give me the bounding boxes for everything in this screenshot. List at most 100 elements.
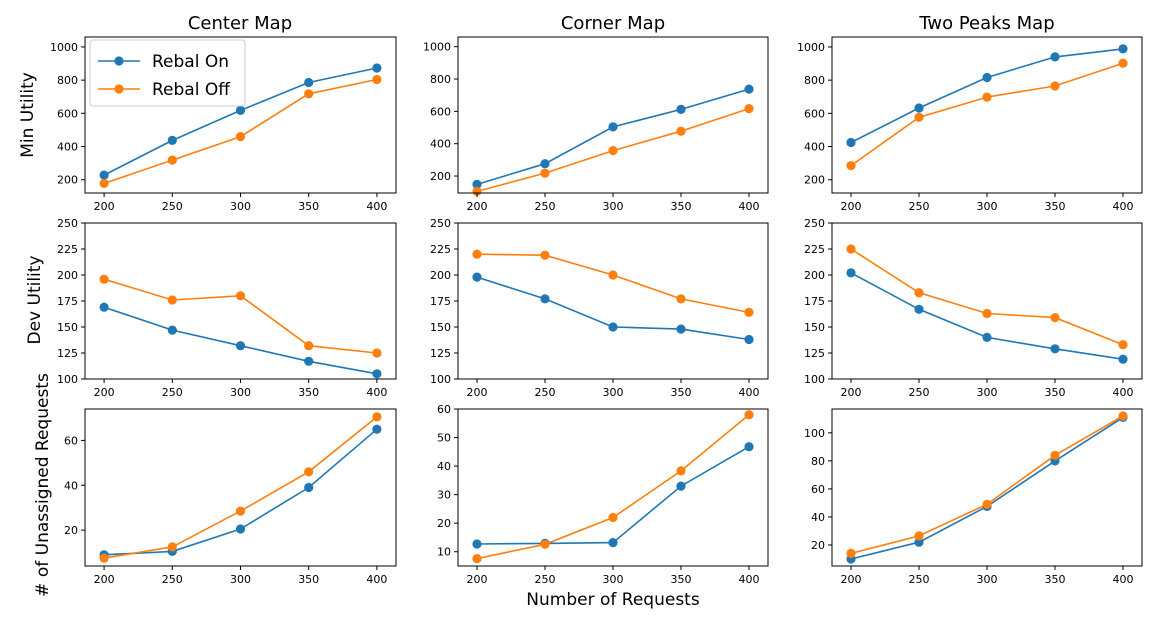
data-point-rebal-off <box>472 249 482 259</box>
x-tick-label: 300 <box>230 573 251 586</box>
data-point-rebal-on <box>914 537 924 547</box>
data-point-rebal-off <box>1118 58 1128 68</box>
y-tick-label: 800 <box>57 74 78 87</box>
data-point-rebal-off <box>304 341 314 351</box>
y-tick-label: 1000 <box>797 41 825 54</box>
x-tick-label: 350 <box>298 200 319 213</box>
x-tick-label: 200 <box>841 386 862 399</box>
row-label-min-utility: Min Utility <box>18 72 38 158</box>
data-point-rebal-off <box>167 155 177 165</box>
row-label-unassigned-requests: # of Unassigned Requests <box>33 373 53 597</box>
data-point-rebal-on <box>744 334 754 345</box>
x-tick-label: 250 <box>535 386 556 399</box>
column-title-corner-map: Corner Map <box>561 13 665 34</box>
y-tick-label: 250 <box>430 217 451 230</box>
data-point-rebal-off <box>372 412 382 422</box>
x-tick-label: 350 <box>1044 386 1065 399</box>
y-tick-label: 10 <box>437 546 451 559</box>
y-tick-label: 150 <box>57 321 78 334</box>
data-point-rebal-off <box>99 553 109 563</box>
y-tick-label: 60 <box>437 403 451 416</box>
data-point-rebal-off <box>372 348 382 358</box>
data-point-rebal-off <box>914 112 924 122</box>
y-tick-label: 200 <box>57 174 78 187</box>
x-tick-label: 200 <box>841 200 862 213</box>
data-point-rebal-off <box>540 250 550 260</box>
data-point-rebal-off <box>846 161 856 171</box>
x-tick-label: 300 <box>977 386 998 399</box>
column-title-center-map: Center Map <box>188 13 292 34</box>
data-point-rebal-on <box>304 356 314 366</box>
y-tick-label: 40 <box>811 511 825 524</box>
data-point-rebal-on <box>235 341 246 351</box>
x-tick-label: 300 <box>603 573 624 586</box>
panel-3: 200 250 300 350 400 200 400 600 800 1000 <box>797 36 1143 213</box>
data-point-rebal-off <box>540 168 550 178</box>
data-point-rebal-off <box>167 295 177 305</box>
data-point-rebal-on <box>608 122 618 132</box>
panel-1: 200 250 300 350 400 200 400 600 800 1000 <box>50 36 397 213</box>
data-point-rebal-on <box>914 103 924 113</box>
data-point-rebal-off <box>235 291 246 301</box>
data-point-rebal-off <box>676 294 686 304</box>
y-tick-label: 400 <box>430 138 451 151</box>
data-point-rebal-on <box>372 424 382 434</box>
x-tick-label: 350 <box>670 573 691 586</box>
x-tick-label: 300 <box>603 200 624 213</box>
data-point-rebal-on <box>982 332 992 342</box>
data-point-rebal-off <box>846 548 856 559</box>
data-point-rebal-on <box>235 524 246 534</box>
panel-8: 200 250 300 350 400 10 20 30 40 50 60 <box>437 403 769 586</box>
data-point-rebal-off <box>608 270 618 280</box>
x-tick-label: 300 <box>977 573 998 586</box>
row-label-dev-utility: Dev Utility <box>25 255 45 344</box>
x-tick-label: 350 <box>1044 573 1065 586</box>
y-tick-label: 100 <box>430 373 451 386</box>
x-axis-label: Number of Requests <box>526 590 700 610</box>
y-tick-label: 200 <box>430 269 451 282</box>
y-tick-label: 800 <box>804 74 825 87</box>
data-point-rebal-off <box>540 539 550 549</box>
data-point-rebal-off <box>982 308 992 319</box>
y-tick-label: 40 <box>64 479 78 492</box>
panel-7: 200 250 300 350 400 20 40 60 <box>64 408 397 586</box>
y-tick-label: 125 <box>804 347 825 360</box>
data-point-rebal-on <box>1118 44 1128 54</box>
data-point-rebal-off <box>99 178 109 188</box>
data-point-rebal-off <box>372 74 382 85</box>
data-point-rebal-on <box>608 322 618 332</box>
x-tick-label: 250 <box>535 573 556 586</box>
panel-9: 200 250 300 350 400 20 40 60 80 100 <box>804 408 1143 586</box>
y-tick-label: 1000 <box>423 41 451 54</box>
data-point-rebal-on <box>372 63 382 73</box>
x-tick-label: 350 <box>1044 200 1065 213</box>
y-tick-label: 250 <box>57 217 78 230</box>
data-point-rebal-on <box>304 77 314 88</box>
data-point-rebal-off <box>914 288 924 298</box>
y-tick-label: 30 <box>437 489 451 502</box>
y-tick-label: 175 <box>430 295 451 308</box>
y-tick-label: 80 <box>811 455 825 468</box>
x-tick-label: 250 <box>909 386 930 399</box>
x-tick-label: 400 <box>738 573 759 586</box>
data-point-rebal-off <box>472 186 482 196</box>
y-tick-label: 175 <box>57 295 78 308</box>
data-point-rebal-off <box>608 512 618 523</box>
y-tick-label: 125 <box>57 347 78 360</box>
data-point-rebal-on <box>372 369 382 379</box>
y-tick-label: 100 <box>804 427 825 440</box>
data-point-rebal-on <box>676 104 686 114</box>
data-point-rebal-off <box>914 531 924 541</box>
data-point-rebal-on <box>472 272 482 282</box>
data-point-rebal-off <box>982 92 992 102</box>
legend: Rebal On Rebal Off <box>89 39 246 107</box>
y-tick-label: 200 <box>57 269 78 282</box>
x-tick-label: 400 <box>366 573 387 586</box>
y-tick-label: 1000 <box>50 41 78 54</box>
x-tick-label: 300 <box>977 200 998 213</box>
x-tick-label: 400 <box>738 200 759 213</box>
data-point-rebal-on <box>676 481 686 491</box>
y-tick-label: 60 <box>811 483 825 496</box>
data-point-rebal-off <box>744 410 754 420</box>
